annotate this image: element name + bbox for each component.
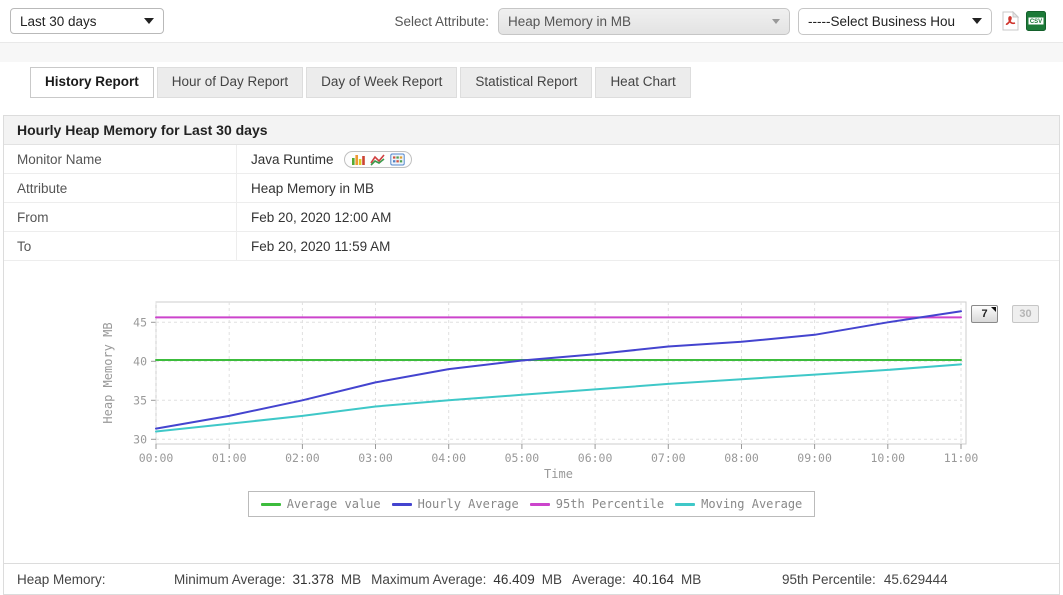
period-select[interactable]: Last 30 days — [10, 8, 164, 34]
svg-text:00:00: 00:00 — [139, 451, 174, 465]
svg-text:01:00: 01:00 — [212, 451, 247, 465]
legend-label: Average value — [286, 497, 381, 511]
report-card: Hourly Heap Memory for Last 30 days Moni… — [3, 115, 1060, 595]
stat-value: 40.164 — [632, 571, 675, 587]
svg-text:02:00: 02:00 — [285, 451, 320, 465]
legend-label: Hourly Average — [417, 497, 519, 511]
select-attribute-label: Select Attribute: — [394, 13, 489, 29]
stat-minimum-average: Minimum Average: 31.378 MB — [174, 572, 361, 587]
legend-item: Moving Average — [675, 497, 802, 511]
chart-section: 7 30 30 35 40 45 00:00 01:00 02:00 03:00 04:00 05… — [4, 297, 1059, 563]
chevron-down-icon — [972, 18, 982, 24]
card-title: Hourly Heap Memory for Last 30 days — [4, 116, 1059, 145]
corner-arrow-icon — [991, 307, 996, 312]
legend-swatch — [260, 502, 281, 506]
table-row: To Feb 20, 2020 11:59 AM — [4, 232, 1059, 261]
legend-swatch — [391, 502, 412, 506]
toolbar-divider — [0, 42, 1063, 62]
tab-day-of-week-report[interactable]: Day of Week Report — [306, 67, 458, 98]
row-label-monitor-name: Monitor Name — [4, 145, 237, 173]
range-buttons: 7 30 — [971, 305, 1039, 323]
seven-day-label: 7 — [981, 308, 988, 320]
row-value-monitor-name: Java Runtime — [237, 145, 412, 173]
stats-group: Minimum Average: 31.378 MB Maximum Avera… — [174, 572, 701, 587]
tab-statistical-report[interactable]: Statistical Report — [460, 67, 593, 98]
stat-value: 46.409 — [493, 571, 535, 587]
stat-label: Average: — [571, 571, 626, 587]
chevron-down-icon — [772, 18, 780, 24]
legend-item: Hourly Average — [391, 497, 519, 511]
svg-text:Heap Memory MB: Heap Memory MB — [101, 322, 115, 423]
svg-text:04:00: 04:00 — [431, 451, 466, 465]
tab-history-report[interactable]: History Report — [30, 67, 154, 98]
svg-text:07:00: 07:00 — [651, 451, 686, 465]
legend-label: 95th Percentile — [555, 497, 665, 511]
stat-average: Average: 40.164 MB — [572, 572, 701, 587]
business-hours-select-value: -----Select Business Hou — [808, 13, 956, 29]
monitor-name-value: Java Runtime — [251, 151, 334, 167]
stat-value: 45.629444 — [883, 571, 948, 587]
stat-maximum-average: Maximum Average: 46.409 MB — [371, 572, 562, 587]
row-label-to: To — [4, 232, 237, 260]
legend-label: Moving Average — [701, 497, 803, 511]
row-value-to: Feb 20, 2020 11:59 AM — [251, 238, 391, 254]
row-label-from: From — [4, 203, 237, 231]
csv-export-icon[interactable]: CSV — [1026, 11, 1046, 31]
table-row: Monitor Name Java Runtime — [4, 145, 1059, 174]
stat-unit: MB — [340, 571, 362, 587]
stat-label: Minimum Average: — [174, 571, 286, 587]
row-value-attribute: Heap Memory in MB — [251, 180, 375, 196]
table-row: Attribute Heap Memory in MB — [4, 174, 1059, 203]
data-grid-icon[interactable] — [389, 153, 405, 166]
legend-wrap: Average value Hourly Average 95th Percenti… — [4, 491, 1059, 517]
business-hours-select[interactable]: -----Select Business Hou — [798, 7, 992, 35]
svg-text:06:00: 06:00 — [578, 451, 613, 465]
stat-95th-percentile: 95th Percentile: 45.629444 — [782, 572, 948, 587]
stat-value: 31.378 — [292, 571, 334, 587]
stats-title: Heap Memory: — [17, 571, 106, 587]
toolbar: Last 30 days Select Attribute: Heap Memo… — [0, 0, 1063, 42]
report-tabs: History Report Hour of Day Report Day of… — [30, 67, 1063, 98]
seven-day-button[interactable]: 7 — [971, 305, 998, 323]
svg-text:40: 40 — [133, 354, 147, 368]
stat-unit: MB — [541, 571, 562, 587]
csv-icon-label: CSV — [1030, 19, 1042, 25]
chart-legend: Average value Hourly Average 95th Percenti… — [247, 491, 816, 517]
line-chart-icon[interactable] — [369, 153, 386, 166]
tab-hour-of-day-report[interactable]: Hour of Day Report — [156, 67, 304, 98]
svg-text:10:00: 10:00 — [870, 451, 905, 465]
stat-unit: MB — [681, 571, 702, 587]
svg-text:11:00: 11:00 — [944, 451, 979, 465]
monitor-view-switcher[interactable] — [343, 150, 412, 168]
row-value-from: Feb 20, 2020 12:00 AM — [251, 209, 392, 225]
pdf-export-icon[interactable] — [1002, 11, 1019, 31]
bar-chart-icon[interactable] — [351, 153, 366, 166]
svg-text:09:00: 09:00 — [797, 451, 832, 465]
table-row: From Feb 20, 2020 12:00 AM — [4, 203, 1059, 232]
thirty-day-button[interactable]: 30 — [1012, 305, 1039, 323]
tab-heat-chart[interactable]: Heat Chart — [595, 67, 691, 98]
svg-text:30: 30 — [133, 432, 147, 446]
period-select-value: Last 30 days — [20, 13, 97, 29]
svg-text:03:00: 03:00 — [358, 451, 393, 465]
legend-swatch — [529, 502, 550, 506]
svg-text:Time: Time — [544, 467, 573, 481]
chevron-down-icon — [144, 18, 154, 24]
svg-text:05:00: 05:00 — [505, 451, 540, 465]
legend-item: 95th Percentile — [529, 497, 665, 511]
heap-memory-chart: 30 35 40 45 00:00 01:00 02:00 03:00 04:00 05:00 06… — [101, 301, 979, 481]
attribute-select-value: Heap Memory in MB — [508, 13, 632, 29]
attribute-select[interactable]: Heap Memory in MB — [498, 7, 790, 35]
row-label-attribute: Attribute — [4, 174, 237, 202]
legend-swatch — [675, 502, 696, 506]
stat-label: 95th Percentile: — [782, 571, 876, 587]
svg-text:35: 35 — [133, 393, 147, 407]
svg-text:45: 45 — [133, 315, 147, 329]
legend-item: Average value — [260, 497, 381, 511]
svg-text:08:00: 08:00 — [724, 451, 759, 465]
stat-label: Maximum Average: — [371, 571, 487, 587]
